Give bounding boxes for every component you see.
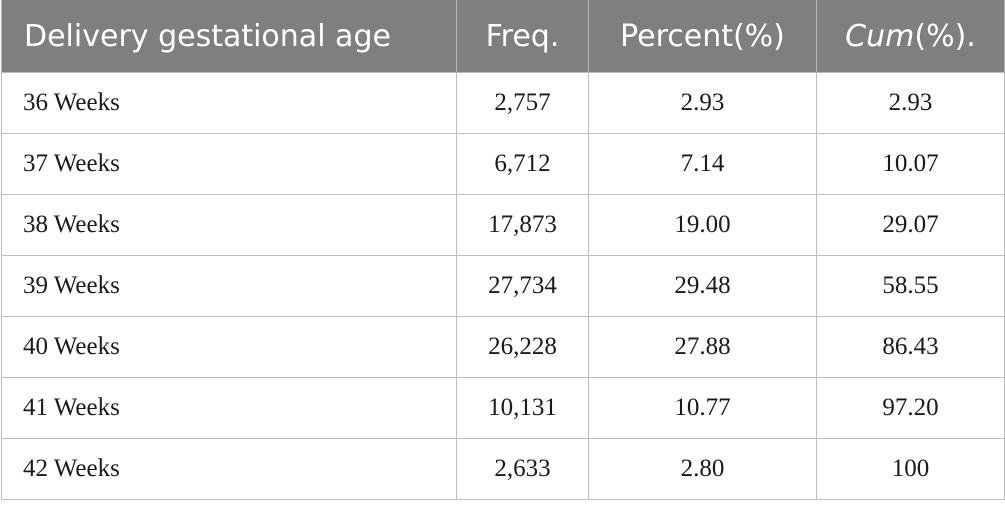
cell-age: 37 Weeks bbox=[1, 133, 457, 195]
header-cum-italic: Cum bbox=[845, 18, 915, 54]
cell-percent: 29.48 bbox=[588, 255, 817, 317]
header-freq: Freq. bbox=[456, 0, 589, 73]
cell-age: 38 Weeks bbox=[1, 194, 457, 256]
cell-age: 40 Weeks bbox=[1, 316, 457, 378]
cell-cum: 86.43 bbox=[816, 316, 1005, 378]
table-body: 36 Weeks 2,757 2.93 2.93 37 Weeks 6,712 … bbox=[1, 72, 1005, 500]
cell-percent: 2.93 bbox=[588, 72, 817, 134]
cell-percent: 7.14 bbox=[588, 133, 817, 195]
header-percent: Percent(%) bbox=[588, 0, 817, 73]
header-delivery-gestational-age: Delivery gestational age bbox=[1, 0, 457, 73]
table-row: 39 Weeks 27,734 29.48 58.55 bbox=[1, 255, 1005, 317]
cell-cum: 97.20 bbox=[816, 377, 1005, 439]
cell-age: 39 Weeks bbox=[1, 255, 457, 317]
data-table-container: Delivery gestational age Freq. Percent(%… bbox=[1, 0, 1005, 504]
cell-freq: 6,712 bbox=[456, 133, 589, 195]
cell-freq: 26,228 bbox=[456, 316, 589, 378]
cell-cum: 29.07 bbox=[816, 194, 1005, 256]
cell-freq: 2,757 bbox=[456, 72, 589, 134]
table-row: 37 Weeks 6,712 7.14 10.07 bbox=[1, 133, 1005, 195]
gestational-age-table: Delivery gestational age Freq. Percent(%… bbox=[1, 0, 1005, 500]
cell-age: 41 Weeks bbox=[1, 377, 457, 439]
cell-freq: 10,131 bbox=[456, 377, 589, 439]
cell-freq: 17,873 bbox=[456, 194, 589, 256]
cell-percent: 2.80 bbox=[588, 438, 817, 500]
header-cum: Cum(%). bbox=[816, 0, 1005, 73]
cell-freq: 2,633 bbox=[456, 438, 589, 500]
cell-cum: 100 bbox=[816, 438, 1005, 500]
table-header: Delivery gestational age Freq. Percent(%… bbox=[1, 0, 1005, 73]
table-row: 36 Weeks 2,757 2.93 2.93 bbox=[1, 72, 1005, 134]
cell-cum: 10.07 bbox=[816, 133, 1005, 195]
table-row: 38 Weeks 17,873 19.00 29.07 bbox=[1, 194, 1005, 256]
header-row: Delivery gestational age Freq. Percent(%… bbox=[1, 0, 1005, 73]
cell-freq: 27,734 bbox=[456, 255, 589, 317]
cell-percent: 19.00 bbox=[588, 194, 817, 256]
table-row: 42 Weeks 2,633 2.80 100 bbox=[1, 438, 1005, 500]
cell-cum: 2.93 bbox=[816, 72, 1005, 134]
table-row: 41 Weeks 10,131 10.77 97.20 bbox=[1, 377, 1005, 439]
cell-cum: 58.55 bbox=[816, 255, 1005, 317]
cell-percent: 27.88 bbox=[588, 316, 817, 378]
cell-percent: 10.77 bbox=[588, 377, 817, 439]
cell-age: 42 Weeks bbox=[1, 438, 457, 500]
cell-age: 36 Weeks bbox=[1, 72, 457, 134]
table-row: 40 Weeks 26,228 27.88 86.43 bbox=[1, 316, 1005, 378]
header-cum-suffix: (%). bbox=[914, 18, 976, 54]
